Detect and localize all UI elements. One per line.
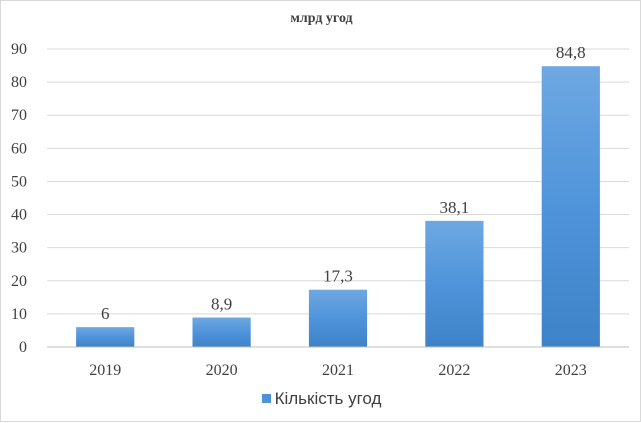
axes: 0 10 20 30 40 50 60 70 80 90 2019 2020 2021 2022 2023 (11, 41, 629, 379)
y-tick-label: 40 (11, 207, 27, 224)
x-tick-label: 2021 (322, 362, 354, 379)
x-tick-label: 2019 (89, 362, 121, 379)
bar-2019 (76, 327, 135, 347)
data-label-2019: 6 (101, 304, 110, 323)
bar-2023 (541, 66, 600, 348)
data-label-2020: 8,9 (211, 295, 232, 314)
legend: Кількість угод (1, 389, 641, 409)
x-tick-label: 2022 (438, 362, 470, 379)
y-tick-label: 60 (11, 140, 27, 157)
y-tick-label: 30 (11, 240, 27, 257)
chart-title: млрд угод (290, 11, 353, 26)
y-tick-label: 70 (11, 107, 27, 124)
bar-2022 (425, 220, 484, 347)
y-tick-label: 80 (11, 74, 27, 91)
data-labels: 6 8,9 17,3 38,1 84,8 (101, 43, 586, 323)
legend-label: Кількість угод (274, 389, 382, 408)
x-tick-label: 2023 (555, 362, 587, 379)
x-tick-label: 2020 (206, 362, 238, 379)
bars (76, 66, 600, 348)
bar-2021 (308, 289, 368, 347)
data-label-2022: 38,1 (440, 198, 470, 217)
y-tick-label: 50 (11, 173, 27, 190)
y-tick-label: 10 (11, 306, 27, 323)
data-label-2023: 84,8 (556, 43, 586, 62)
bar-2020 (192, 317, 251, 347)
y-tick-label: 90 (11, 41, 27, 58)
data-label-2021: 17,3 (323, 267, 353, 286)
y-tick-label: 0 (19, 339, 27, 356)
legend-swatch (261, 394, 271, 403)
y-tick-label: 20 (11, 273, 27, 290)
